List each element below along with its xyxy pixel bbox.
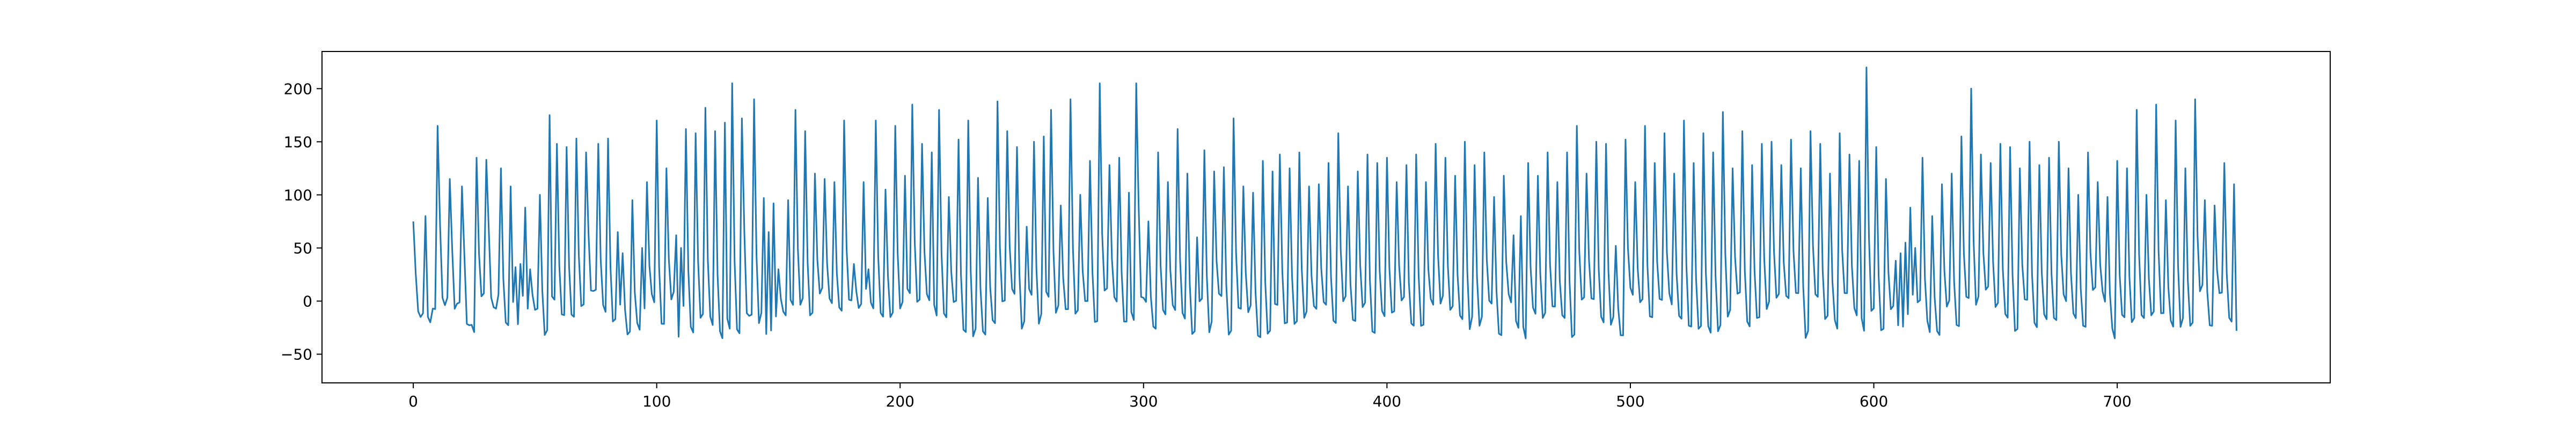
y-tick-label: 50 [293,239,312,257]
series-line [412,66,2237,339]
series-layer [412,66,2237,339]
y-tick-label: 150 [284,133,312,151]
x-tick-label: 300 [1129,393,1158,410]
x-tick-label: 700 [2103,393,2131,410]
x-tick-label: 100 [642,393,671,410]
x-tick-label: 500 [1616,393,1644,410]
y-tick-label: 200 [284,80,312,98]
x-tick-label: 200 [886,393,914,410]
x-tick-label: 600 [1860,393,1888,410]
ticks-layer: 0 100 200 300 400 500 600 700 −50 0 50 100 150 200 [281,80,2132,410]
plot-area-frame [321,51,2331,383]
x-tick-label: 400 [1373,393,1401,410]
y-tick-label: 0 [303,292,312,310]
x-tick-label: 0 [408,393,418,410]
y-tick-label: −50 [281,346,312,364]
y-tick-label: 100 [284,186,312,204]
